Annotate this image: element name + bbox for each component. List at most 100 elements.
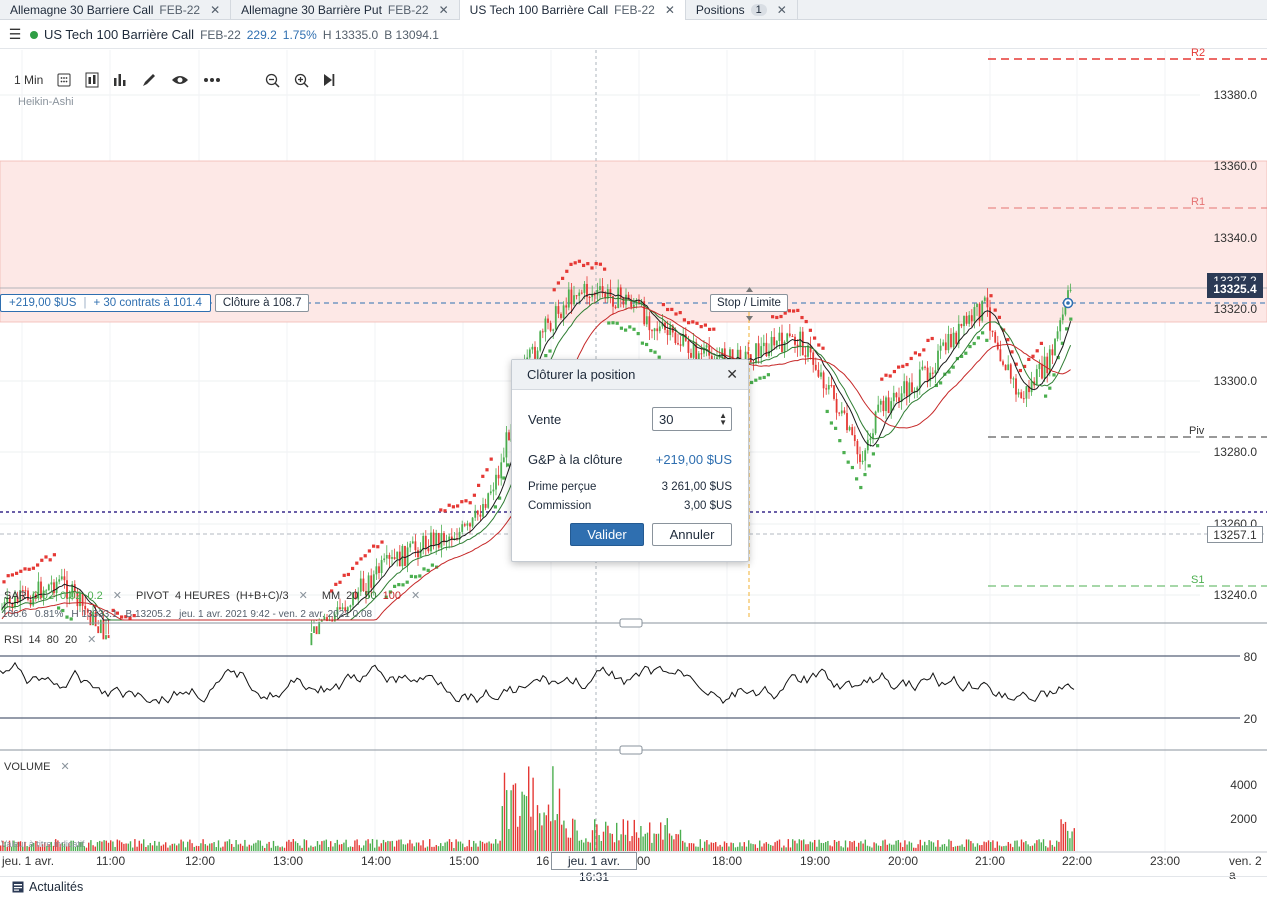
candle-body	[567, 289, 570, 308]
volume-bar	[873, 842, 875, 851]
news-bar[interactable]: Actualités	[0, 876, 1267, 897]
sar-dot	[1044, 394, 1048, 398]
volume-bar	[321, 841, 323, 851]
tab-allemagne-30-put[interactable]: Allemagne 30 Barrière Put FEB-22 ✕	[231, 0, 460, 20]
volume-bar	[253, 843, 255, 851]
candle-body	[604, 293, 607, 299]
sar-dot	[922, 348, 926, 352]
dialog-header: Clôturer la position ✕	[512, 360, 748, 390]
sar-dot	[934, 383, 938, 388]
close-position-button[interactable]: Clôture à 108.7	[214, 294, 310, 312]
volume-bar	[30, 843, 33, 851]
volume-bar	[594, 819, 596, 851]
close-icon[interactable]: ✕	[87, 634, 97, 646]
zoom-in-icon[interactable]	[294, 73, 309, 88]
sell-quantity-stepper[interactable]: 30 ▲ ▼	[652, 407, 732, 431]
indicators-icon[interactable]	[113, 73, 127, 87]
close-icon[interactable]: ✕	[60, 761, 70, 773]
pane-resize-handle[interactable]	[619, 745, 643, 755]
volume-bar	[330, 841, 332, 851]
volume-bar	[246, 846, 248, 851]
price-chart[interactable]	[0, 50, 1267, 877]
volume-bar	[932, 842, 935, 851]
candle-body	[557, 306, 560, 314]
volume-bar	[140, 843, 143, 851]
volume-bar	[567, 837, 569, 851]
candle-body	[492, 489, 495, 492]
close-icon[interactable]: ✕	[411, 590, 421, 602]
sar-dot	[397, 583, 401, 587]
candle-body	[528, 349, 531, 358]
volume-bar	[68, 843, 70, 851]
volume-bar	[345, 839, 347, 851]
volume-bar	[774, 842, 776, 851]
candle-type-icon[interactable]	[85, 72, 99, 88]
volume-bar	[974, 846, 976, 851]
close-icon[interactable]: ✕	[112, 590, 122, 602]
candle-body	[952, 332, 955, 348]
candle-body	[804, 355, 807, 357]
sar-dot	[61, 608, 65, 613]
sar-dot	[796, 308, 800, 313]
volume-bar	[422, 840, 424, 851]
candle-body	[986, 297, 989, 308]
visibility-icon[interactable]	[171, 74, 189, 86]
candle-body	[349, 605, 352, 608]
pane-resize-handle[interactable]	[619, 618, 643, 628]
sar-dot	[615, 321, 619, 325]
sar-dot	[619, 326, 623, 330]
spinner-arrows-icon[interactable]: ▲ ▼	[719, 411, 727, 427]
tab-us-tech-100-call[interactable]: US Tech 100 Barrière Call FEB-22 ✕	[459, 0, 686, 20]
zoom-out-icon[interactable]	[265, 73, 280, 88]
close-icon[interactable]: ✕	[776, 3, 787, 17]
sar-dot	[489, 457, 493, 461]
candle-body	[1020, 392, 1023, 399]
position-pill[interactable]: +219,00 $US | + 30 contrats à 101.4	[0, 294, 211, 312]
sar-dot	[884, 373, 888, 377]
stop-limit-button[interactable]: Stop / Limite	[710, 294, 788, 312]
hamburger-menu-icon[interactable]: ☰	[8, 26, 22, 42]
volume-bar	[937, 840, 939, 851]
sar-dot	[636, 331, 640, 336]
tab-allemagne-30-call[interactable]: Allemagne 30 Barriere Call FEB-22 ✕	[0, 0, 232, 20]
close-icon[interactable]: ✕	[438, 3, 449, 17]
volume-bar	[508, 828, 510, 851]
scroll-to-end-icon[interactable]	[323, 73, 335, 87]
volume-bar	[545, 815, 547, 851]
candle-body	[851, 427, 854, 435]
calculator-icon[interactable]	[57, 73, 71, 87]
position-marker-icon[interactable]	[1062, 297, 1074, 309]
volume-bar	[158, 841, 160, 851]
volume-bar	[941, 844, 943, 851]
close-icon[interactable]: ✕	[298, 590, 308, 602]
candle-body	[333, 614, 336, 622]
close-icon[interactable]: ✕	[726, 366, 738, 382]
candle-body	[458, 531, 461, 540]
sar-dot	[2, 580, 6, 584]
draw-icon[interactable]	[141, 72, 157, 88]
tab-positions[interactable]: Positions 1 ✕	[686, 0, 798, 20]
volume-bar	[136, 846, 138, 851]
more-icon[interactable]	[203, 77, 221, 83]
close-icon[interactable]: ✕	[210, 3, 221, 17]
candle-body	[887, 397, 890, 414]
volume-bar	[668, 833, 671, 851]
volume-bar	[156, 845, 158, 851]
volume-bar	[871, 847, 873, 851]
volume-bar	[613, 842, 616, 851]
cancel-button[interactable]: Annuler	[652, 523, 732, 546]
interval-selector[interactable]: 1 Min	[14, 73, 44, 87]
candle-body	[705, 345, 708, 348]
volume-bar	[457, 841, 459, 851]
volume-bar	[532, 777, 534, 851]
volume-bar	[242, 845, 244, 851]
volume-bar	[312, 846, 314, 851]
dialog-buttons: Valider Annuler	[570, 523, 732, 546]
time-axis-label: 22:00	[1062, 854, 1093, 868]
confirm-button[interactable]: Valider	[570, 523, 644, 546]
volume-bar	[79, 842, 81, 851]
close-icon[interactable]: ✕	[664, 3, 675, 17]
sar-dot	[1039, 341, 1043, 345]
volume-bar	[589, 842, 591, 851]
candle-body	[669, 325, 672, 336]
